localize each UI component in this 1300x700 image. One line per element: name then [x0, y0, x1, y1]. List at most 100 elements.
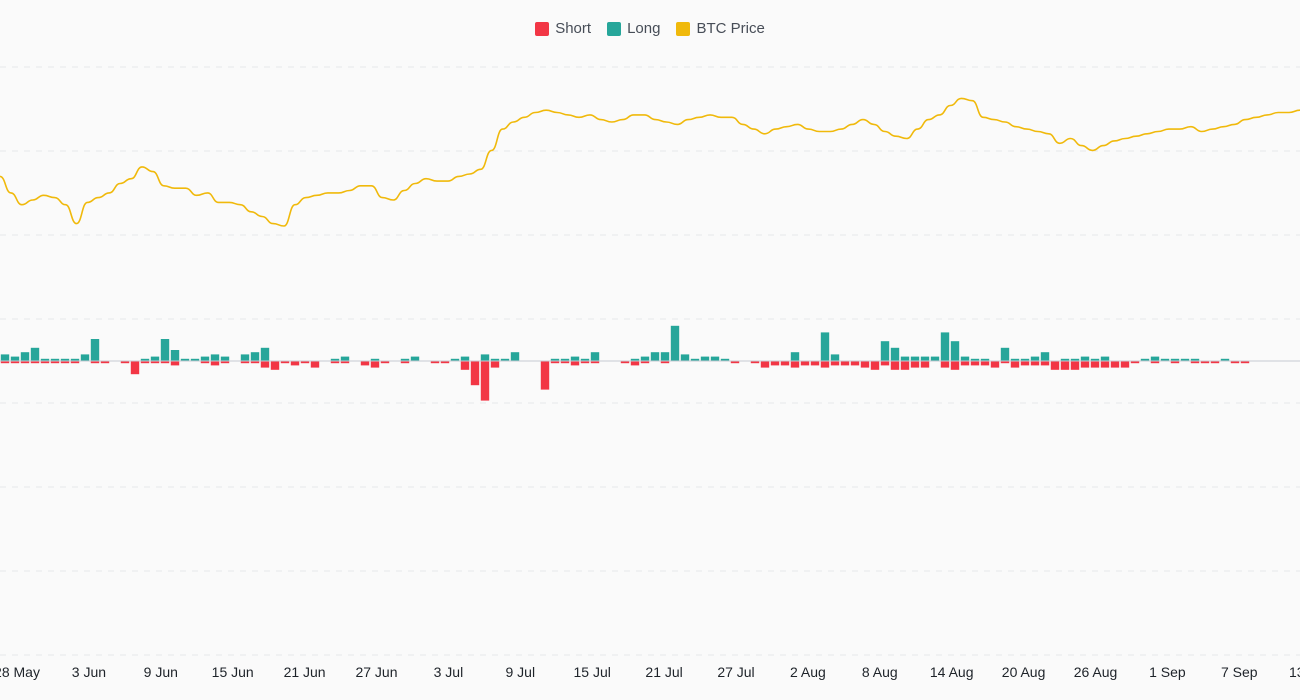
legend-swatch-btc-price: [676, 21, 691, 36]
chart-legend: Short Long BTC Price: [0, 20, 1300, 37]
long-bar: [250, 352, 260, 361]
long-bar: [1180, 358, 1190, 361]
long-bar: [670, 325, 680, 361]
long-bar: [70, 358, 80, 361]
long-bar: [930, 356, 940, 361]
short-bar: [310, 361, 320, 368]
short-bar: [660, 361, 670, 364]
short-bar: [330, 361, 340, 364]
short-bar: [980, 361, 990, 366]
short-bar: [400, 361, 410, 364]
short-bar: [970, 361, 980, 366]
short-bar: [100, 361, 110, 364]
long-bar: [1170, 358, 1180, 361]
short-bar: [60, 361, 70, 364]
short-bar: [1080, 361, 1090, 368]
short-bar: [1110, 361, 1120, 368]
x-tick-label: 3 Jun: [72, 664, 106, 680]
long-bar: [1060, 358, 1070, 361]
x-tick-label: 26 Aug: [1074, 664, 1118, 680]
short-bar: [990, 361, 1000, 368]
long-bar: [1020, 358, 1030, 361]
short-bar: [760, 361, 770, 368]
long-bar: [240, 354, 250, 361]
long-bar: [560, 358, 570, 361]
legend-item-long[interactable]: Long: [607, 20, 660, 37]
short-bar: [0, 361, 10, 364]
short-bar: [1030, 361, 1040, 366]
long-bar: [650, 352, 660, 361]
short-bar: [540, 361, 550, 390]
short-bar: [1170, 361, 1180, 364]
short-bar: [200, 361, 210, 364]
long-bar: [970, 358, 980, 361]
x-tick-label: 14 Aug: [930, 664, 974, 680]
short-bar: [220, 361, 230, 364]
x-tick-label: 3 Jul: [434, 664, 464, 680]
short-bar: [550, 361, 560, 364]
long-bar: [690, 358, 700, 361]
x-tick-label: 7 Sep: [1221, 664, 1258, 680]
short-bar: [1090, 361, 1100, 368]
short-bar: [820, 361, 830, 368]
short-bar: [240, 361, 250, 364]
short-bar: [800, 361, 810, 366]
short-bar: [580, 361, 590, 364]
btc-price-line: [0, 97, 1300, 227]
short-bar: [810, 361, 820, 366]
long-bar: [1010, 358, 1020, 361]
short-bar: [910, 361, 920, 368]
short-bar: [1040, 361, 1050, 366]
x-tick-label: 15 Jul: [574, 664, 611, 680]
short-bar: [1060, 361, 1070, 370]
short-bar: [1100, 361, 1110, 368]
long-bar: [880, 341, 890, 361]
legend-item-btc-price[interactable]: BTC Price: [676, 20, 765, 37]
long-bar: [50, 358, 60, 361]
short-bar: [1190, 361, 1200, 364]
short-bar: [790, 361, 800, 368]
long-bar: [190, 358, 200, 361]
long-bar: [460, 356, 470, 361]
short-bar: [1230, 361, 1240, 364]
x-tick-label: 9 Jun: [144, 664, 178, 680]
short-bar: [150, 361, 160, 364]
long-bar: [0, 354, 10, 361]
long-bar: [680, 354, 690, 361]
long-bar: [590, 352, 600, 361]
short-bar: [840, 361, 850, 366]
short-bar: [860, 361, 870, 368]
short-bar: [640, 361, 650, 364]
long-bar: [550, 358, 560, 361]
long-bar: [720, 358, 730, 361]
short-bar: [260, 361, 270, 368]
long-bar: [710, 356, 720, 361]
long-bar: [660, 352, 670, 361]
short-bar: [210, 361, 220, 366]
short-bar: [620, 361, 630, 364]
short-bar: [920, 361, 930, 368]
long-bar: [1220, 358, 1230, 361]
short-bar: [70, 361, 80, 364]
short-bar: [90, 361, 100, 364]
short-bar: [960, 361, 970, 366]
x-tick-label: 21 Jun: [284, 664, 326, 680]
long-bar: [200, 356, 210, 361]
long-bar: [980, 358, 990, 361]
legend-item-short[interactable]: Short: [535, 20, 591, 37]
short-bar: [140, 361, 150, 364]
long-bar: [900, 356, 910, 361]
long-bar: [820, 332, 830, 361]
long-bar: [1090, 358, 1100, 361]
long-bar: [260, 347, 270, 361]
long-bar: [30, 347, 40, 361]
long-bar: [1070, 358, 1080, 361]
legend-swatch-long: [607, 21, 622, 36]
legend-label-btc-price: BTC Price: [696, 20, 765, 37]
short-bar: [1020, 361, 1030, 366]
short-bar: [360, 361, 370, 366]
long-bar: [340, 356, 350, 361]
long-bar: [80, 354, 90, 361]
x-tick-label: 21 Jul: [645, 664, 682, 680]
